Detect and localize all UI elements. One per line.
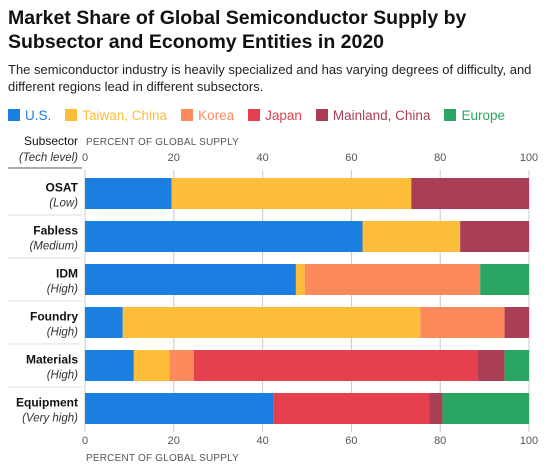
bar-segment — [133, 350, 170, 381]
x-tick-label-top: 100 — [520, 152, 538, 164]
category-level-label: (High) — [47, 327, 78, 339]
bar-segment — [442, 393, 529, 424]
category-level-label: (Medium) — [29, 241, 78, 253]
bar-segment — [169, 350, 194, 381]
category-label: OSAT — [46, 181, 79, 195]
x-tick-label-top: 40 — [256, 152, 268, 164]
bar-segment — [273, 393, 430, 424]
bar-segment — [171, 178, 412, 209]
bar-segment — [85, 221, 363, 252]
legend-item-1: Taiwan, China — [65, 108, 167, 123]
stacked-bar-chart: Subsector (Tech level) PERCENT OF GLOBAL S… — [8, 134, 538, 464]
bar-segment — [504, 350, 529, 381]
bar-segment — [295, 264, 305, 295]
x-tick-label-bottom: 0 — [82, 435, 88, 447]
category-label: Materials — [26, 353, 78, 367]
category-label: IDM — [56, 267, 78, 281]
legend-label: Korea — [198, 107, 235, 123]
legend-swatch — [65, 109, 78, 121]
bar-segment — [504, 307, 529, 338]
legend-label: Mainland, China — [332, 107, 431, 123]
legend-item-4: Mainland, China — [315, 107, 431, 123]
legend-swatch — [8, 109, 20, 121]
legend: U.S. Taiwan, China Korea Japan Mainland, Chi… — [8, 107, 519, 123]
bar-segment — [122, 307, 421, 338]
chart-title: Market Share of Global Semiconductor Sup… — [8, 7, 467, 53]
x-tick-label-top: 20 — [168, 152, 180, 164]
bar-segment — [85, 264, 296, 295]
category-level-label: (Very high) — [22, 413, 78, 425]
category-level-label: (Low) — [49, 198, 78, 210]
legend-item-3: Japan — [248, 108, 302, 123]
x-tick-label-bottom: 60 — [345, 435, 357, 447]
legend-label: Europe — [461, 107, 505, 123]
bar-segment — [477, 350, 505, 381]
category-label: Fabless — [33, 224, 78, 238]
x-tick-label-bottom: 100 — [520, 435, 538, 447]
bar-segment — [85, 350, 134, 381]
x-axis-title-bottom: PERCENT OF GLOBAL SUPPLY — [86, 453, 239, 464]
bar-segment — [85, 178, 172, 209]
bar-segment — [85, 393, 274, 424]
legend-item-0: U.S. — [8, 108, 51, 123]
bar-segment — [411, 178, 529, 209]
bar-segment — [429, 393, 443, 424]
x-tick-label-top: 80 — [434, 152, 446, 164]
x-tick-label-top: 0 — [82, 152, 88, 164]
legend-swatch — [248, 109, 261, 121]
bar-segment — [193, 350, 478, 381]
legend-item-2: Korea — [181, 108, 234, 123]
x-tick-label-bottom: 40 — [256, 435, 268, 447]
tech-level-header: (Tech level) — [19, 152, 78, 164]
category-label: Equipment — [16, 396, 78, 410]
bar-segment — [480, 264, 529, 295]
bar-segment — [420, 307, 505, 338]
x-tick-label-bottom: 20 — [168, 435, 180, 447]
subsector-header: Subsector — [24, 134, 78, 148]
legend-item-5: Europe — [444, 108, 505, 123]
x-axis-title-top: PERCENT OF GLOBAL SUPPLY — [86, 137, 239, 148]
legend-label: Taiwan, China — [82, 107, 168, 123]
chart-subtitle: The semiconductor industry is heavily sp… — [8, 62, 532, 94]
category-level-label: (High) — [47, 284, 78, 296]
legend-label: Japan — [265, 107, 302, 123]
bar-segment — [460, 221, 529, 252]
x-tick-label-bottom: 80 — [434, 435, 446, 447]
bar-segment — [362, 221, 461, 252]
bar-segment — [85, 307, 123, 338]
legend-swatch — [444, 109, 457, 121]
category-label: Foundry — [30, 310, 78, 324]
legend-swatch — [181, 109, 194, 121]
x-tick-label-top: 60 — [345, 152, 357, 164]
legend-swatch — [315, 109, 328, 121]
bar-segment — [304, 264, 481, 295]
legend-label: U.S. — [25, 107, 52, 123]
category-level-label: (High) — [47, 370, 78, 382]
